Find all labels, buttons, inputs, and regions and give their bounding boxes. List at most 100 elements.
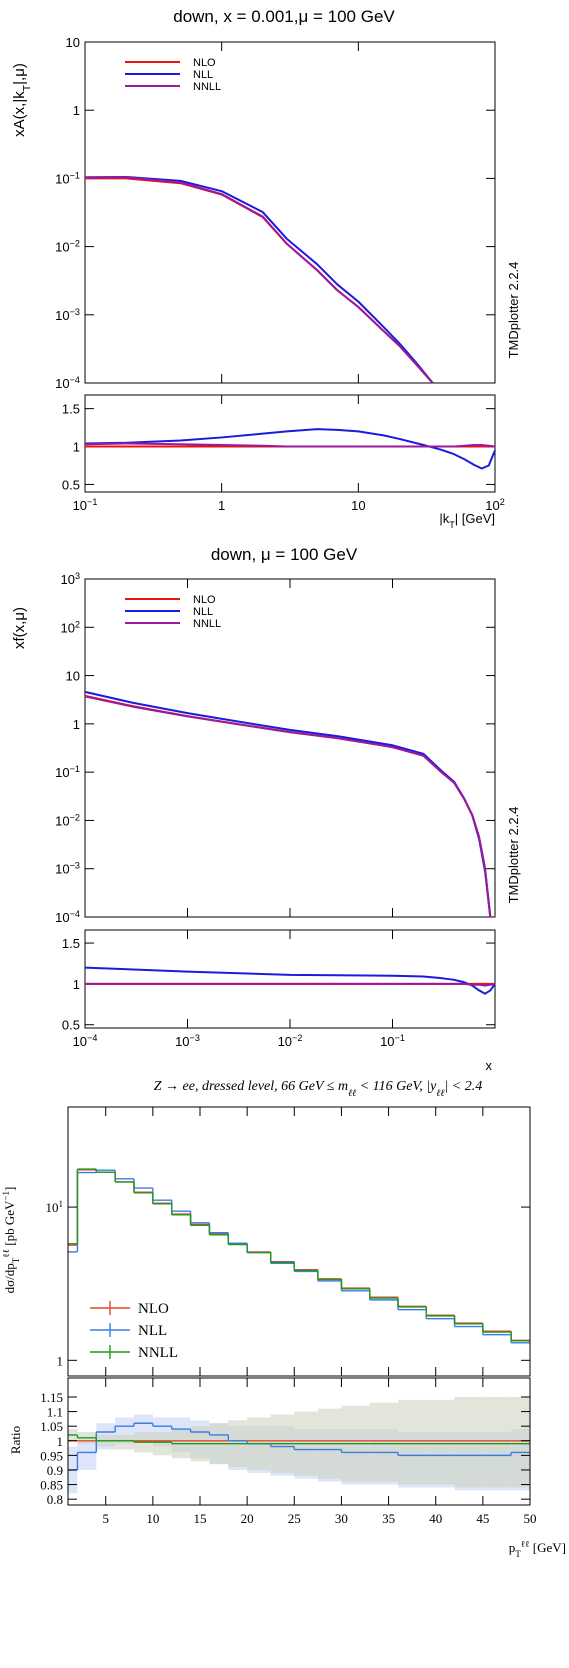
y-tick-label-base: 10: [55, 862, 69, 877]
x-axis-label-part: T: [449, 520, 455, 530]
chart-title: down, x = 0.001,μ = 100 GeV: [173, 7, 395, 26]
x-tick-label: 10: [351, 498, 365, 513]
y-tick-label: 1: [73, 977, 80, 992]
y-axis-label-part: −1: [1, 1191, 11, 1201]
legend-label: NNLL: [193, 618, 221, 630]
ratio-axis-label: Ratio: [8, 1426, 23, 1454]
y-tick-label-exp: −1: [70, 764, 80, 774]
x-tick-label-base: 10: [73, 1034, 87, 1049]
plot-frame: [84, 578, 496, 918]
x-axis-label-part: ℓℓ: [521, 1539, 530, 1549]
y-tick-label: 10: [66, 35, 80, 50]
y-tick-label: 0.9: [47, 1463, 63, 1478]
side-text: TMDplotter 2.2.4: [506, 262, 521, 359]
y-tick-label: 1: [73, 103, 80, 118]
chart-title-part: < 116 GeV, |y: [356, 1079, 437, 1094]
x-tick-label: 45: [476, 1511, 489, 1526]
side-text: TMDplotter 2.2.4: [506, 807, 521, 904]
x-tick-label: 1: [218, 498, 225, 513]
x-tick-label: 40: [429, 1511, 442, 1526]
x-tick-label-exp: −2: [292, 1033, 302, 1043]
x-tick-label: 20: [241, 1511, 254, 1526]
x-tick-label: 10−3: [175, 1033, 200, 1049]
error-band: [426, 1399, 455, 1485]
y-axis-label-part: xf(x,μ): [11, 607, 28, 649]
x-tick-label: 10−2: [278, 1033, 303, 1049]
x-axis-label: |kT| [GeV]: [439, 511, 495, 530]
x-tick-label-base: 10: [175, 1034, 189, 1049]
y-tick-label-exp: −4: [70, 909, 80, 919]
y-tick-label: 1.05: [40, 1419, 63, 1434]
y-tick-label-exp: −1: [70, 170, 80, 180]
y-tick-label: 10−2: [55, 239, 80, 255]
x-tick-label: 10: [146, 1511, 159, 1526]
y-axis-label-part: T: [11, 1257, 21, 1263]
y-axis-label-part: ]: [2, 1187, 17, 1191]
y-tick-label-base: 10: [45, 1200, 58, 1215]
y-tick-label: 0.8: [47, 1492, 63, 1507]
y-tick-label-base: 10: [55, 171, 69, 186]
y-tick-label: 10−2: [55, 812, 80, 828]
x-tick-label-exp: −3: [190, 1033, 200, 1043]
chart-title: down, μ = 100 GeV: [211, 545, 358, 564]
y-tick-label: 10−1: [55, 764, 80, 780]
y-tick-label-exp: −3: [70, 861, 80, 871]
y-tick-label: 102: [60, 619, 80, 635]
y-tick-label: 101: [45, 1199, 63, 1215]
legend-label: NNLL: [138, 1345, 178, 1361]
x-tick-label: 10−4: [73, 1033, 98, 1049]
y-tick-label-base: 10: [60, 620, 74, 635]
legend-label: NLO: [138, 1301, 169, 1317]
chart-title-part: Z → ee, dressed level, 66 GeV ≤ m: [154, 1079, 348, 1094]
series-line: [84, 695, 492, 918]
y-tick-label: 1: [73, 440, 80, 455]
series-line: [85, 982, 496, 987]
legend-label: NLO: [193, 57, 216, 69]
error-band: [398, 1399, 427, 1485]
x-tick-label: 30: [335, 1511, 348, 1526]
x-tick-label: 25: [288, 1511, 301, 1526]
y-tick-label-base: 10: [55, 308, 69, 323]
x-axis-label: x: [486, 1058, 493, 1073]
y-tick-label-base: 10: [55, 765, 69, 780]
plot-frame: [84, 929, 496, 1029]
series-line: [84, 690, 492, 918]
x-tick-label: 35: [382, 1511, 395, 1526]
y-tick-label: 0.5: [62, 477, 80, 492]
x-tick-label: 15: [194, 1511, 207, 1526]
error-band: [369, 1402, 398, 1482]
x-axis-label: pTℓℓ [GeV]: [509, 1539, 566, 1559]
y-tick-label: 0.95: [40, 1448, 63, 1463]
x-axis-label-part: |k: [439, 511, 449, 526]
x-axis-label-part: x: [486, 1058, 493, 1073]
y-tick-label-base: 10: [60, 572, 74, 587]
y-tick-label: 10−4: [55, 375, 80, 391]
y-tick-label-base: 10: [55, 376, 69, 391]
y-axis-label: xA(x,|kT|,μ): [11, 63, 33, 137]
x-tick-label: 102: [485, 497, 505, 513]
y-axis-label-part: xA(x,|k: [11, 91, 28, 137]
y-axis-label-part: ℓℓ: [1, 1249, 11, 1258]
y-tick-label-base: 10: [55, 240, 69, 255]
y-tick-label-exp: 3: [75, 571, 80, 581]
y-tick-label-exp: −2: [70, 812, 80, 822]
error-band: [511, 1396, 530, 1488]
error-band: [152, 1432, 172, 1456]
legend-label: NLL: [138, 1323, 167, 1339]
series-line: [84, 428, 496, 470]
chart-2: Z → ee, dressed level, 66 GeV ≤ m ℓℓ < 11…: [1, 1079, 566, 1559]
x-tick-label: 50: [524, 1511, 537, 1526]
y-tick-label: 10−4: [55, 909, 80, 925]
x-tick-label-exp: −4: [87, 1033, 97, 1043]
y-tick-label: 1.1: [47, 1405, 63, 1420]
y-tick-label: 1: [57, 1353, 64, 1368]
y-tick-label: 103: [60, 571, 80, 587]
plot-frame: [67, 1106, 531, 1377]
x-tick-label-exp: −1: [87, 497, 97, 507]
error-band: [115, 1434, 134, 1450]
y-tick-label: 0.85: [40, 1478, 63, 1493]
series-line: [84, 966, 496, 995]
y-tick-label-exp: −2: [70, 239, 80, 249]
